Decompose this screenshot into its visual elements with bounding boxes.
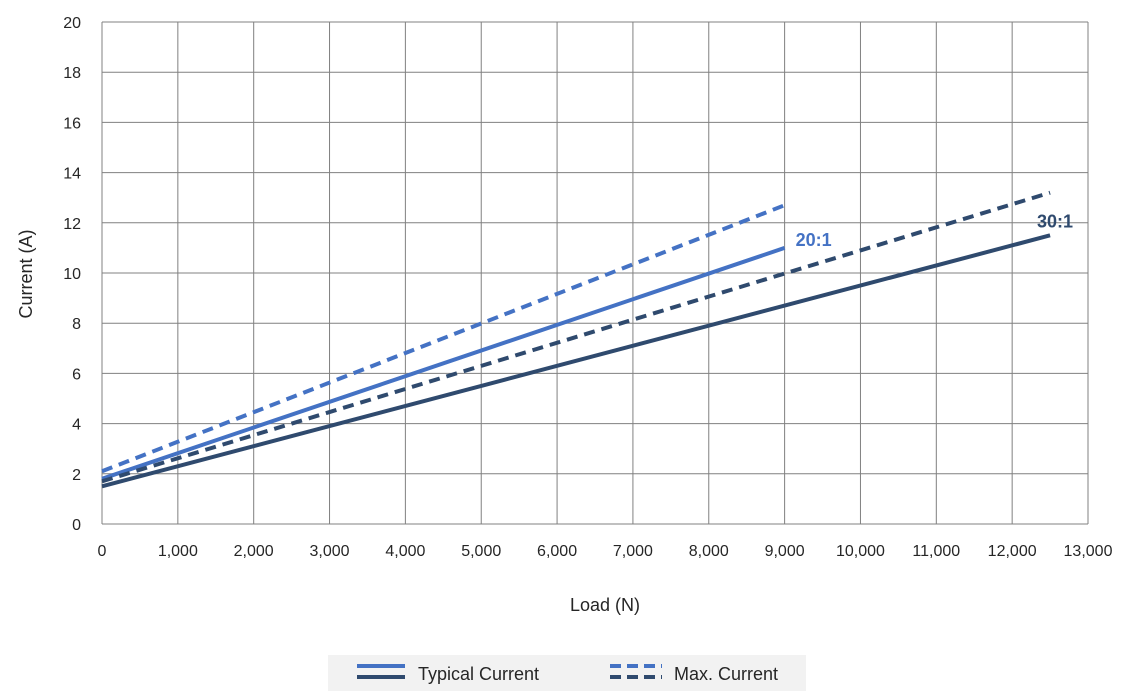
x-tick-label: 13,000: [1064, 543, 1113, 560]
y-tick-label: 12: [63, 216, 81, 233]
x-tick-label: 9,000: [765, 543, 805, 560]
series-line-max-30-1: [101, 190, 1051, 484]
series-lines: [101, 190, 1051, 489]
legend-background: [328, 655, 806, 691]
y-tick-label: 10: [63, 266, 81, 283]
y-tick-label: 18: [63, 65, 81, 82]
series-annotation: 30:1: [1037, 211, 1073, 231]
x-tick-label: 11,000: [912, 543, 960, 560]
y-tick-label: 6: [72, 366, 81, 383]
x-tick-label: 10,000: [836, 543, 885, 560]
legend: Typical Current Max. Current: [328, 655, 806, 691]
x-tick-label: 1,000: [158, 543, 198, 560]
x-tick-label: 6,000: [537, 543, 577, 560]
y-tick-label: 2: [72, 467, 81, 484]
y-tick-label: 0: [72, 517, 81, 534]
y-tick-label: 16: [63, 115, 81, 132]
y-tick-label: 14: [63, 166, 81, 183]
series-line-typical-30-1: [101, 233, 1051, 489]
x-tick-label: 3,000: [310, 543, 350, 560]
x-tick-label: 2,000: [234, 543, 274, 560]
series-line-max-20-1: [101, 203, 786, 474]
x-tick-label: 4,000: [385, 543, 425, 560]
tick-labels: 0 1,000 2,000 3,000 4,000 5,000 6,000 7,000 8,00…: [63, 15, 1112, 560]
x-tick-label: 12,000: [988, 543, 1037, 560]
series-annotations: 20:1 30:1: [796, 211, 1073, 250]
x-axis-title: Load (N): [570, 595, 640, 615]
y-tick-label: 8: [72, 316, 81, 333]
x-tick-label: 8,000: [689, 543, 729, 560]
y-tick-label: 20: [63, 15, 81, 32]
series-annotation: 20:1: [796, 230, 832, 250]
x-tick-label: 5,000: [461, 543, 501, 560]
series-line-typical-20-1: [101, 246, 786, 481]
x-tick-label: 7,000: [613, 543, 653, 560]
y-axis-title: Current (A): [16, 229, 36, 318]
y-tick-label: 4: [72, 417, 81, 434]
x-tick-label: 0: [98, 543, 107, 560]
grid: [101, 21, 1089, 525]
legend-max-label: Max. Current: [674, 664, 778, 684]
legend-typical-label: Typical Current: [418, 664, 539, 684]
